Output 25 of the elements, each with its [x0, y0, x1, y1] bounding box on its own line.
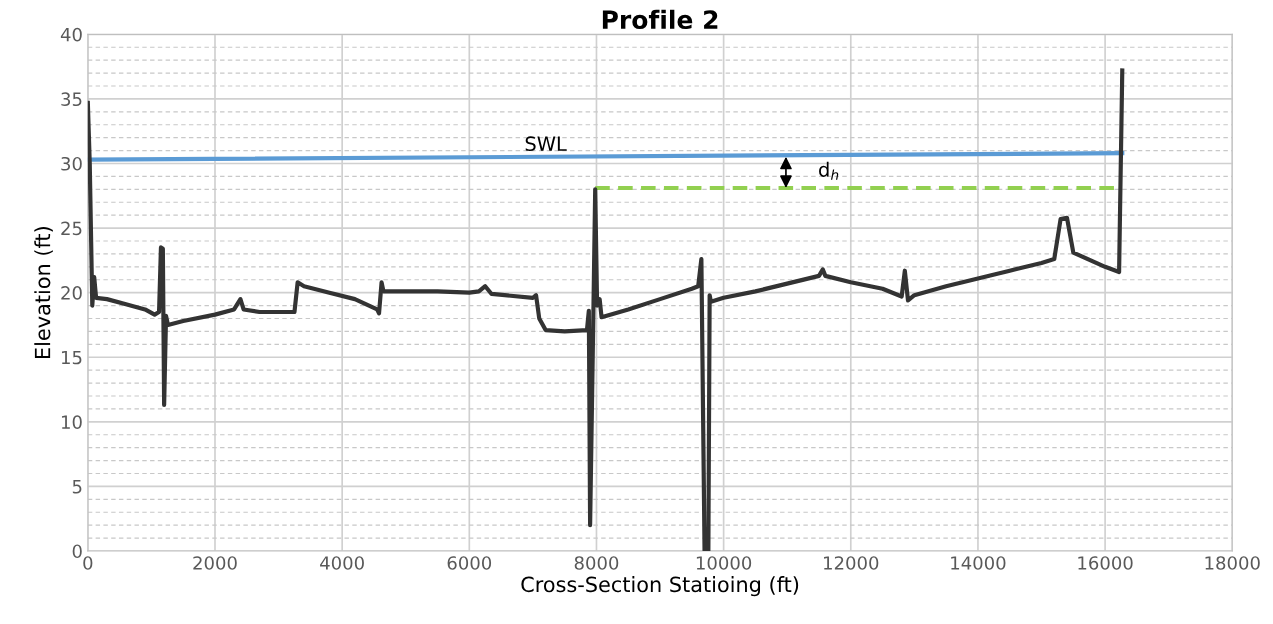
y-tick-label: 15 [61, 350, 82, 365]
y-tick-label: 30 [61, 156, 82, 171]
y-tick-label: 40 [60, 27, 82, 42]
y-axis-title: Elevation (ft) [34, 227, 53, 359]
x-tick-label: 14000 [951, 556, 1006, 570]
y-tick-label: 0 [72, 544, 82, 559]
x-tick-label: 4000 [320, 556, 364, 570]
x-tick-label: 8000 [574, 556, 619, 570]
x-tick-label: 12000 [824, 556, 879, 570]
x-tick-label: 0 [83, 556, 93, 570]
y-tick-label: 5 [72, 480, 82, 494]
x-tick-label: 16000 [1078, 556, 1133, 570]
chart-title: Profile 2 [602, 9, 718, 30]
annotation: d$_{h}$ [819, 161, 839, 180]
x-tick-label: 18000 [1205, 556, 1260, 570]
y-tick-label: 35 [61, 92, 82, 107]
x-tick-label: 10000 [696, 556, 752, 570]
annotation: SWL [525, 136, 567, 152]
x-tick-label: 2000 [193, 556, 237, 570]
x-tick-label: 6000 [447, 556, 492, 570]
y-tick-label: 25 [61, 221, 82, 236]
y-tick-label: 20 [61, 286, 82, 300]
line-series [87, 68, 1125, 551]
y-tick-label: 10 [61, 415, 82, 429]
x-axis-title: Cross-Section Statioing (ft) [521, 576, 799, 597]
